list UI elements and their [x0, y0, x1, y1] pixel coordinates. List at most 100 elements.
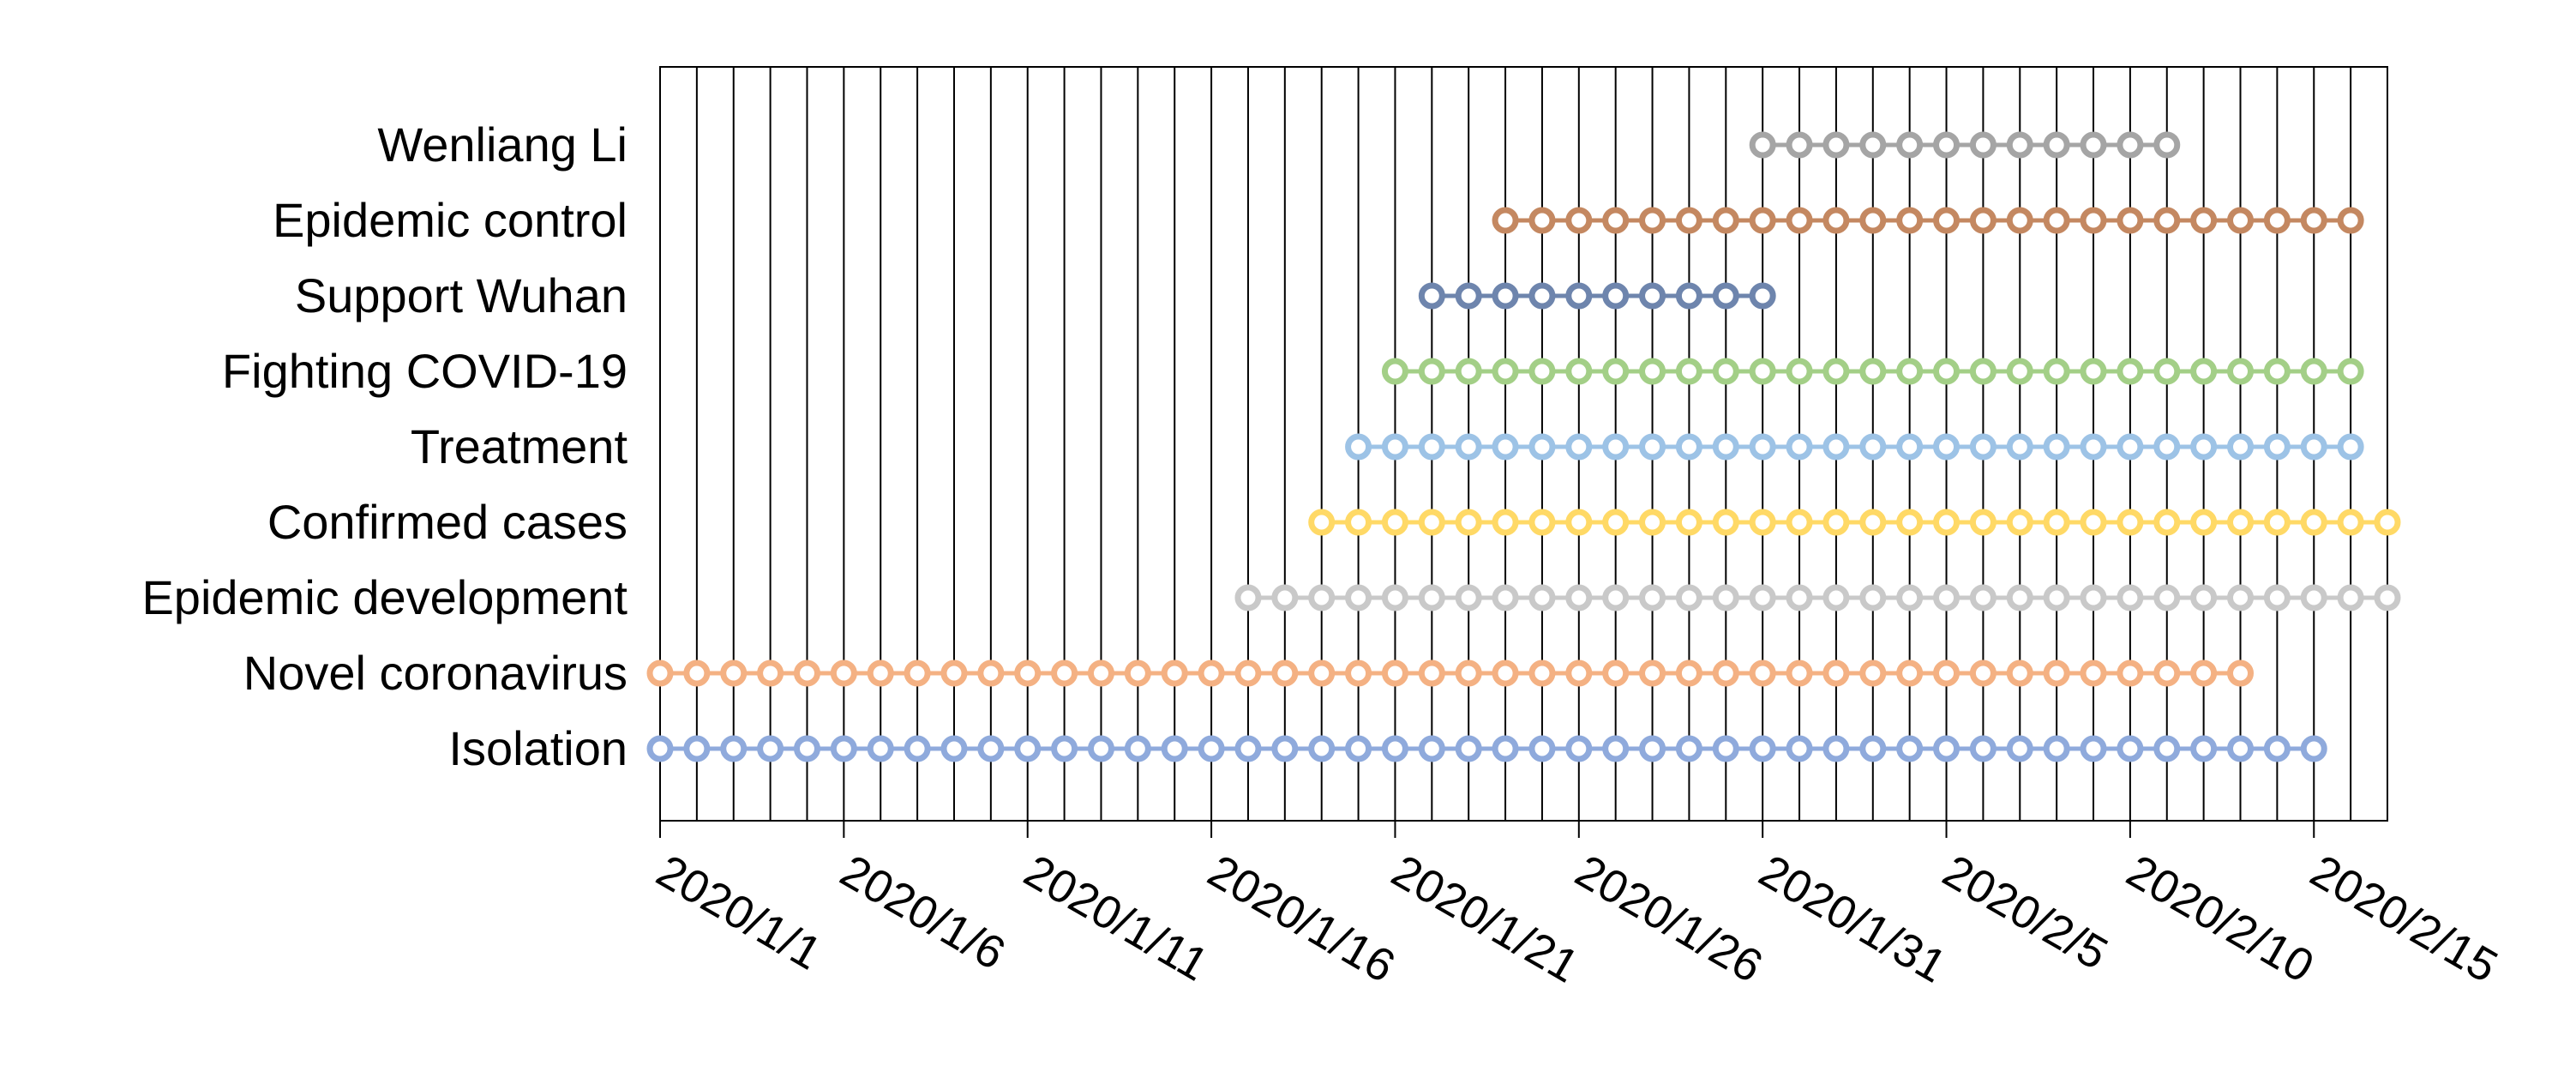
- data-point: [1602, 735, 1630, 762]
- data-point: [2006, 433, 2033, 461]
- data-point: [1712, 207, 1739, 234]
- data-point: [1198, 735, 1225, 762]
- data-point: [1455, 584, 1482, 611]
- data-point: [1492, 282, 1519, 310]
- data-point: [1345, 509, 1372, 536]
- data-point: [1822, 509, 1850, 536]
- data-point: [1969, 358, 1997, 385]
- data-point: [2043, 509, 2070, 536]
- data-point: [2263, 358, 2291, 385]
- data-point: [1492, 433, 1519, 461]
- data-point: [1859, 659, 1887, 687]
- data-point: [1051, 659, 1078, 687]
- category-label: Fighting COVID-19: [222, 344, 627, 398]
- data-point: [1455, 433, 1482, 461]
- data-point: [1455, 509, 1482, 536]
- data-point: [1639, 659, 1666, 687]
- data-point: [1933, 207, 1961, 234]
- data-point: [1822, 433, 1850, 461]
- data-point: [1418, 584, 1445, 611]
- data-point: [940, 659, 968, 687]
- data-point: [1822, 207, 1850, 234]
- data-point: [1859, 131, 1887, 159]
- data-point: [1124, 735, 1151, 762]
- data-point: [867, 735, 894, 762]
- data-point: [2227, 509, 2255, 536]
- data-point: [1749, 509, 1776, 536]
- data-point: [1381, 735, 1408, 762]
- data-point: [1933, 735, 1961, 762]
- data-point: [1528, 207, 1556, 234]
- data-point: [1492, 358, 1519, 385]
- data-point: [2117, 131, 2144, 159]
- data-point: [2337, 207, 2364, 234]
- data-point: [1234, 735, 1262, 762]
- series-fighting-covid-19: [1381, 358, 2364, 385]
- data-point: [2080, 207, 2107, 234]
- data-point: [1822, 358, 1850, 385]
- data-point: [2043, 358, 2070, 385]
- data-point: [1639, 584, 1666, 611]
- data-point: [2227, 659, 2255, 687]
- data-point: [1455, 659, 1482, 687]
- data-point: [1271, 584, 1299, 611]
- data-point: [2263, 207, 2291, 234]
- data-point: [1381, 509, 1408, 536]
- data-point: [1749, 282, 1776, 310]
- data-point: [1969, 131, 1997, 159]
- data-point: [1712, 358, 1739, 385]
- data-point: [1639, 282, 1666, 310]
- series-support-wuhan: [1418, 282, 1776, 310]
- data-point: [2153, 207, 2181, 234]
- data-point: [904, 659, 931, 687]
- data-point: [1418, 659, 1445, 687]
- data-point: [1675, 433, 1702, 461]
- category-label: Wenliang Li: [377, 117, 627, 172]
- data-point: [1639, 433, 1666, 461]
- data-point: [1565, 509, 1593, 536]
- data-point: [2043, 659, 2070, 687]
- data-point: [1969, 584, 1997, 611]
- data-point: [1565, 207, 1593, 234]
- data-point: [1859, 207, 1887, 234]
- data-point: [2263, 433, 2291, 461]
- data-point: [1455, 282, 1482, 310]
- data-point: [793, 735, 820, 762]
- data-point: [1418, 433, 1445, 461]
- data-point: [1381, 584, 1408, 611]
- data-point: [2190, 659, 2218, 687]
- data-point: [1308, 584, 1336, 611]
- data-point: [2153, 433, 2181, 461]
- series-treatment: [1345, 433, 2364, 461]
- data-point: [1896, 207, 1924, 234]
- data-point: [1712, 433, 1739, 461]
- data-point: [1896, 735, 1924, 762]
- data-point: [1308, 659, 1336, 687]
- data-point: [1602, 659, 1630, 687]
- data-point: [1492, 207, 1519, 234]
- data-point: [1749, 735, 1776, 762]
- data-point: [2080, 584, 2107, 611]
- data-point: [1565, 584, 1593, 611]
- data-point: [2043, 207, 2070, 234]
- data-point: [1675, 509, 1702, 536]
- data-point: [1418, 282, 1445, 310]
- data-point: [2006, 131, 2033, 159]
- data-point: [2227, 358, 2255, 385]
- data-point: [2117, 735, 2144, 762]
- data-point: [1675, 358, 1702, 385]
- data-point: [1602, 433, 1630, 461]
- data-point: [1014, 735, 1042, 762]
- data-point: [2153, 659, 2181, 687]
- x-tick-labels: 2020/1/1 2020/1/6 2020/1/112020/1/162020/1…: [648, 845, 2506, 992]
- series-isolation: [646, 735, 2327, 762]
- data-point: [977, 735, 1005, 762]
- data-point: [2190, 433, 2218, 461]
- data-point: [904, 735, 931, 762]
- plot-frame: [659, 66, 2388, 822]
- data-point: [2153, 358, 2181, 385]
- data-point: [1234, 584, 1262, 611]
- data-point: [1786, 659, 1813, 687]
- data-point: [1087, 659, 1114, 687]
